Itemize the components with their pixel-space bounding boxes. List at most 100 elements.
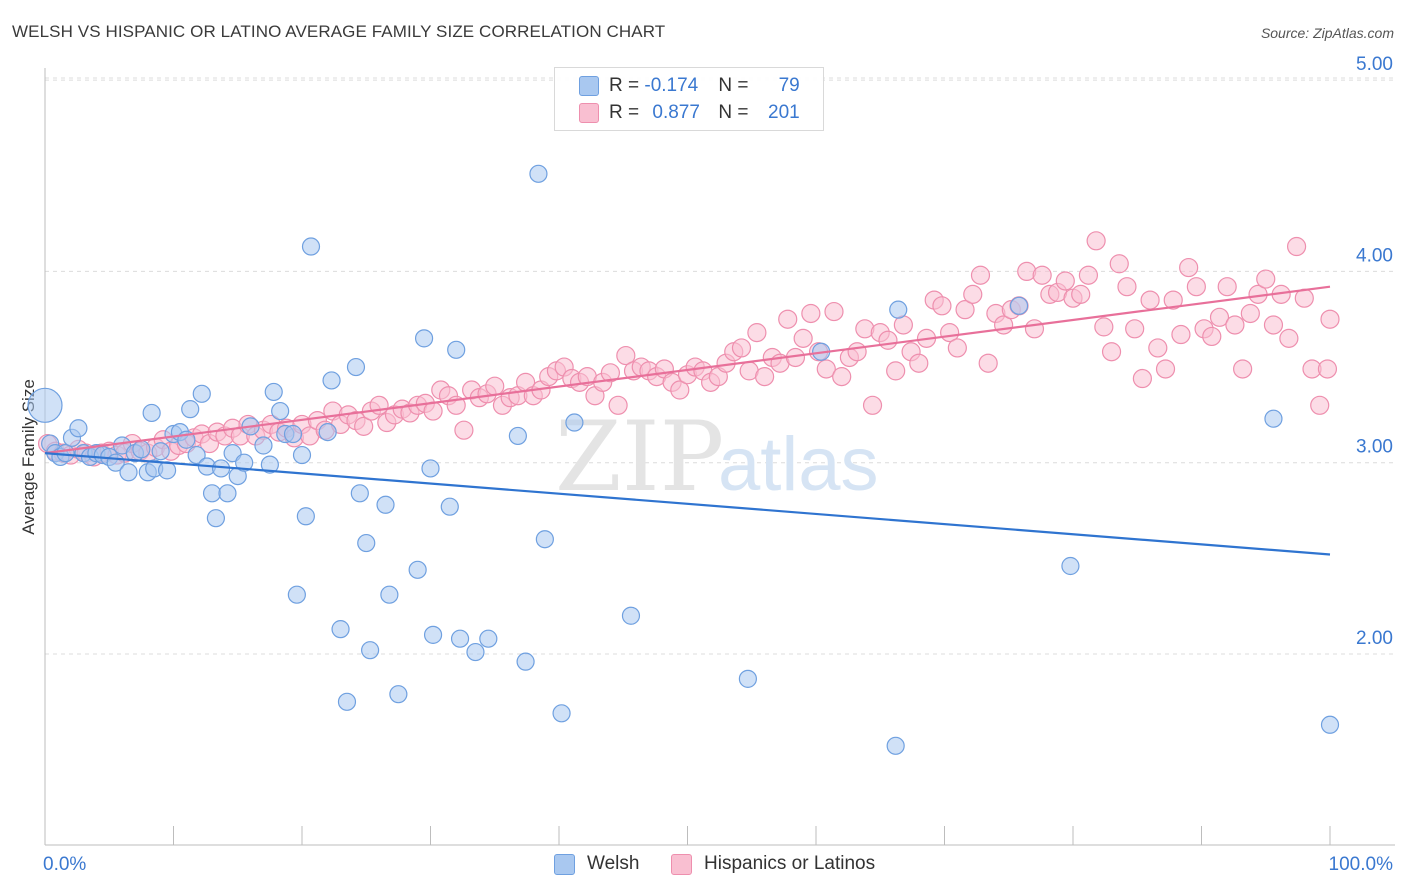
hispanic-point	[862, 395, 883, 415]
welsh-point	[283, 424, 303, 444]
hispanic-point	[1186, 277, 1206, 297]
welsh-point	[346, 357, 366, 377]
welsh-point	[287, 585, 306, 604]
welsh-point	[292, 445, 312, 465]
hispanic-point	[754, 367, 775, 387]
hispanic-point	[1317, 359, 1338, 379]
hispanic-point	[1171, 324, 1191, 345]
hispanic-point	[600, 363, 621, 383]
welsh-point	[738, 669, 757, 688]
legend-swatch-welsh	[579, 76, 599, 96]
hispanic-point	[1263, 315, 1284, 335]
welsh-point	[889, 300, 908, 319]
hispanic-point	[1217, 277, 1237, 297]
hispanic-point	[778, 309, 798, 329]
hispanic-point	[824, 301, 844, 322]
welsh-point	[423, 625, 443, 644]
welsh-point	[337, 692, 357, 711]
hispanic-point	[878, 330, 898, 350]
hispanic-point	[847, 342, 867, 362]
y-tick-label: 4.00	[1356, 245, 1393, 266]
legend-n-label: N =	[718, 102, 754, 123]
source-label: Source: ZipAtlas.com	[1260, 25, 1394, 41]
hispanic-point	[832, 367, 852, 387]
hispanic-point	[616, 345, 636, 366]
legend-r-value: -0.174	[644, 75, 699, 96]
welsh-point	[1320, 715, 1340, 734]
legend-r-value: 0.877	[652, 102, 700, 123]
hispanic-point	[731, 338, 752, 358]
hispanic-point	[1071, 284, 1091, 304]
welsh-point	[565, 413, 584, 432]
welsh-point	[421, 459, 440, 478]
welsh-point	[322, 371, 341, 390]
welsh-point	[264, 382, 283, 402]
bottom-legend-welsh: Welsh	[554, 852, 639, 876]
hispanic-point	[1078, 265, 1099, 285]
welsh-point	[56, 444, 75, 463]
legend-n-label: N =	[718, 75, 754, 96]
hispanic-point	[747, 323, 767, 343]
welsh-point	[296, 507, 315, 526]
welsh-point	[206, 509, 226, 528]
legend-n-value: 79	[778, 75, 800, 96]
welsh-point	[318, 422, 337, 442]
hispanic-trend-line	[44, 285, 1331, 455]
welsh-point	[479, 629, 498, 648]
hispanic-point	[1032, 265, 1052, 285]
welsh-point	[380, 585, 399, 604]
welsh-point	[408, 560, 427, 579]
hispanic-point	[978, 353, 998, 373]
legend-swatch-hispanic	[579, 103, 599, 123]
welsh-point	[181, 400, 200, 419]
stats-legend: R = -0.174 N = 79 R = 0.877 N = 201	[554, 67, 824, 131]
hispanic-point	[1240, 303, 1260, 324]
welsh-point	[886, 736, 905, 755]
hispanic-point	[886, 361, 906, 381]
welsh-point	[516, 652, 535, 671]
welsh-point	[69, 419, 88, 438]
welsh-point	[440, 497, 459, 516]
hispanic-point	[909, 353, 929, 373]
hispanic-point	[1117, 277, 1137, 297]
bottom-legend-label-hispanic: Hispanics or Latinos	[704, 853, 876, 874]
welsh-point	[331, 620, 350, 639]
hispanic-point	[1256, 269, 1276, 289]
hispanic-point	[955, 300, 975, 320]
welsh-point	[202, 484, 222, 503]
welsh-point	[350, 484, 369, 503]
welsh-point	[187, 445, 206, 465]
legend-row-hispanic: R = 0.877 N = 201	[579, 101, 800, 125]
hispanic-point	[1155, 359, 1176, 379]
y-tick-label: 2.00	[1356, 628, 1393, 649]
welsh-point	[376, 495, 395, 514]
welsh-point	[1061, 556, 1080, 576]
legend-r-label: R =	[609, 102, 645, 123]
hispanic-point	[1179, 257, 1199, 278]
hispanic-point	[1233, 359, 1253, 379]
hispanic-point	[485, 376, 505, 396]
welsh-point	[142, 403, 161, 423]
welsh-point	[535, 530, 554, 549]
hispanic-point	[970, 265, 991, 285]
y-tick-label: 5.00	[1356, 54, 1393, 75]
welsh-point	[1264, 409, 1283, 428]
welsh-point	[27, 387, 63, 423]
hispanic-point	[1125, 319, 1145, 339]
welsh-point	[119, 463, 138, 482]
hispanic-point	[1279, 328, 1299, 348]
welsh-point	[447, 340, 466, 359]
hispanic-point	[932, 296, 952, 316]
hispanic-point	[816, 359, 836, 379]
welsh-point	[271, 401, 290, 421]
welsh-point	[157, 461, 177, 480]
hispanic-point	[1024, 319, 1045, 339]
bottom-legend-swatch-welsh	[554, 853, 575, 875]
y-tick-label: 3.00	[1356, 437, 1393, 458]
welsh-point	[151, 442, 170, 461]
welsh-point	[361, 641, 380, 660]
hispanic-point	[1202, 326, 1222, 347]
welsh-point	[621, 606, 641, 625]
hispanic-point	[1320, 309, 1340, 329]
